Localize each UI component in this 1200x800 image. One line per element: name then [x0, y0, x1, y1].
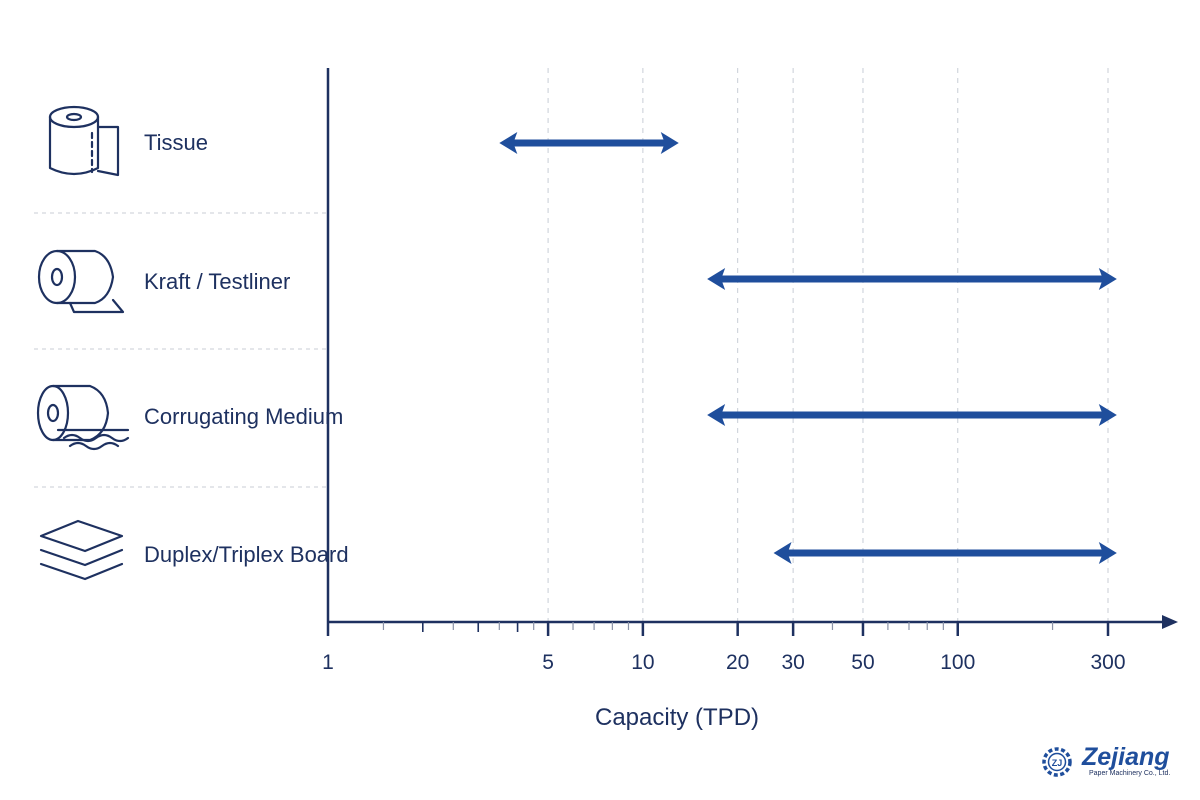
tick-label-1: 1	[322, 651, 334, 674]
logo-mark: ZJ	[1052, 758, 1063, 768]
range-end-head	[1098, 268, 1117, 290]
range-start-head	[707, 268, 726, 290]
gridlines	[547, 68, 1109, 622]
range-start-head	[499, 132, 518, 154]
tick-label-100: 100	[940, 651, 975, 674]
board-stack-icon	[39, 519, 124, 581]
category-label-corrugating: Corrugating Medium	[144, 404, 343, 429]
minor-ticks	[382, 622, 1054, 632]
range-start-head	[773, 542, 792, 564]
logo-name: Zejiang	[1081, 743, 1170, 771]
capacity-ranges	[499, 132, 1117, 564]
row-separators	[34, 212, 328, 488]
range-arrow-kraft	[707, 268, 1117, 290]
x-axis-title: Capacity (TPD)	[595, 704, 759, 731]
tick-label-10: 10	[631, 651, 654, 674]
tick-label-20: 20	[726, 651, 749, 674]
range-arrow-tissue	[499, 132, 679, 154]
range-end-head	[1098, 542, 1117, 564]
range-arrow-corrugating	[707, 404, 1117, 426]
tick-label-5: 5	[542, 651, 554, 674]
range-end-head	[1098, 404, 1117, 426]
x-axis-ticks: 1 5 10 20 30 50 100 300	[322, 622, 1126, 674]
tick-label-300: 300	[1090, 651, 1125, 674]
category-label-kraft: Kraft / Testliner	[144, 269, 290, 294]
category-label-tissue: Tissue	[144, 130, 208, 155]
tick-label-30: 30	[781, 651, 804, 674]
category-label-duplex: Duplex/Triplex Board	[144, 542, 349, 567]
range-end-head	[660, 132, 679, 154]
company-logo: ZJ Zejiang Paper Machinery Co., Ltd.	[1042, 743, 1170, 777]
kraft-roll-icon	[37, 249, 125, 314]
tissue-roll-icon	[48, 105, 120, 177]
range-start-head	[707, 404, 726, 426]
range-arrow-duplex	[773, 542, 1117, 564]
logo-subtitle: Paper Machinery Co., Ltd.	[1089, 770, 1170, 777]
corrugated-roll-icon	[36, 384, 130, 451]
x-axis	[328, 615, 1178, 629]
tick-label-50: 50	[851, 651, 874, 674]
